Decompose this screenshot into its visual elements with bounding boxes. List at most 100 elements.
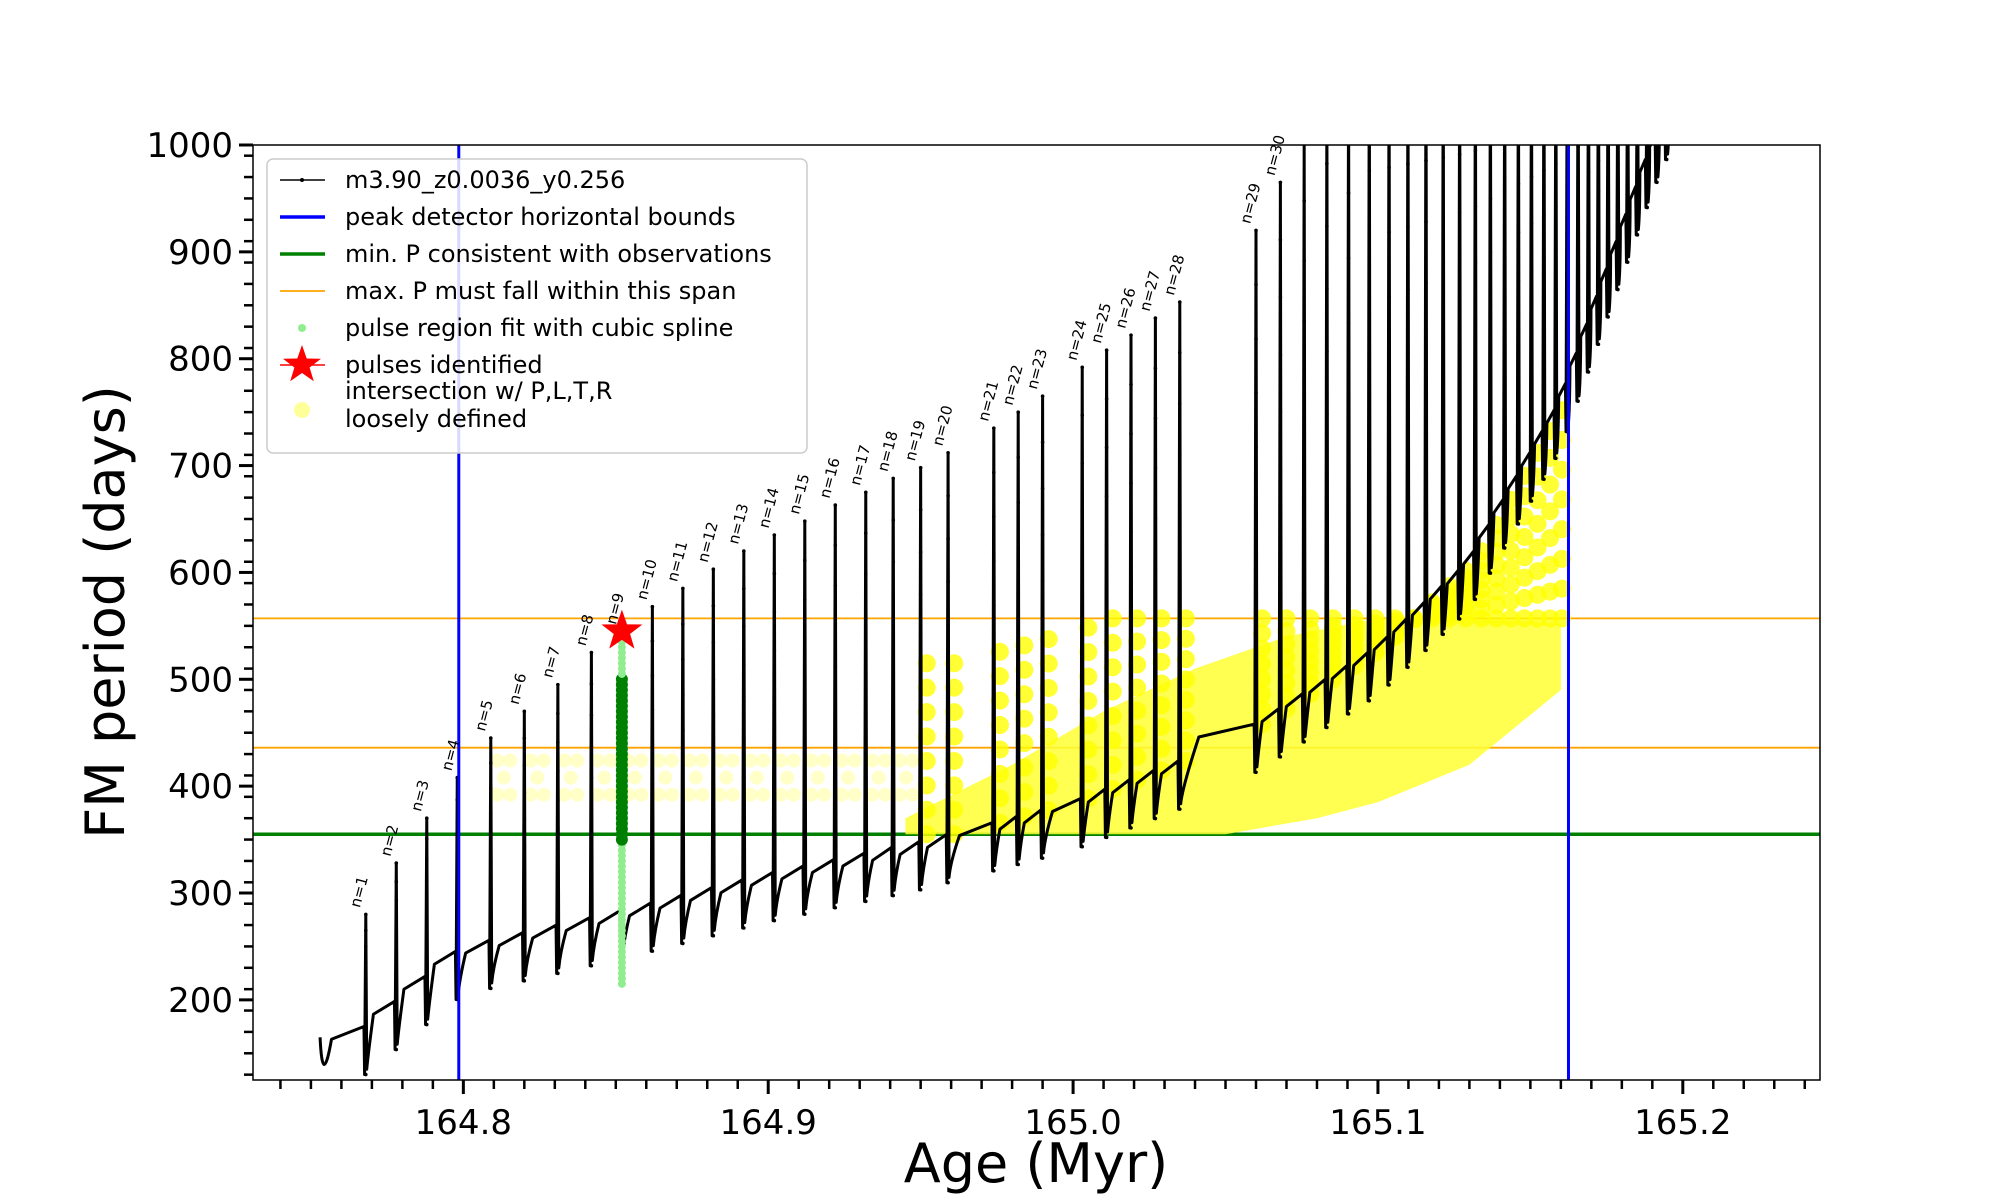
series-point bbox=[522, 925, 527, 929]
series-point bbox=[918, 887, 923, 892]
intersection-point bbox=[892, 787, 907, 802]
series-point bbox=[1664, 157, 1669, 162]
y-tick-label: 600 bbox=[168, 553, 233, 593]
series-point bbox=[1489, 36, 1493, 40]
series-point bbox=[1675, 36, 1679, 40]
series-point bbox=[1655, 123, 1659, 127]
series-point bbox=[1554, 288, 1558, 293]
series-point bbox=[1302, 559, 1306, 564]
series-point bbox=[1596, 189, 1601, 193]
series-point bbox=[488, 761, 493, 765]
series-point bbox=[1645, 138, 1649, 142]
series-point bbox=[1406, 287, 1410, 292]
y-tick-label: 1000 bbox=[146, 126, 233, 166]
intersection-point bbox=[1487, 609, 1506, 628]
series-point bbox=[522, 979, 527, 983]
intersection-point bbox=[590, 753, 605, 768]
series-point bbox=[681, 728, 685, 733]
intersection-point bbox=[536, 753, 551, 768]
series-point bbox=[1016, 862, 1021, 867]
series-point bbox=[1104, 543, 1109, 547]
series-point bbox=[891, 768, 896, 773]
intersection-point bbox=[1501, 609, 1520, 628]
series-point bbox=[1675, 95, 1679, 99]
intersection-point bbox=[503, 753, 518, 768]
series-point bbox=[992, 691, 996, 696]
pulse-label-n28: n=28 bbox=[1160, 253, 1188, 297]
series-point bbox=[1616, 287, 1620, 292]
pulse-label-n18: n=18 bbox=[874, 429, 902, 473]
series-point bbox=[1177, 604, 1182, 609]
intersection-point bbox=[1515, 527, 1534, 546]
y-tick-label: 400 bbox=[168, 767, 233, 807]
intersection-point bbox=[1472, 609, 1491, 628]
series-point bbox=[424, 940, 429, 944]
series-point bbox=[1040, 579, 1045, 583]
series-point bbox=[1565, 76, 1569, 80]
series-point bbox=[1655, 80, 1659, 84]
series-point bbox=[556, 682, 560, 687]
series-point bbox=[1542, 477, 1546, 481]
intersection-point bbox=[1552, 579, 1571, 598]
series-point bbox=[711, 933, 716, 938]
series-point bbox=[1104, 786, 1109, 791]
series-point bbox=[742, 700, 746, 704]
series-point bbox=[1529, 360, 1534, 364]
series-point bbox=[650, 811, 655, 816]
series-point bbox=[589, 650, 594, 655]
intersection-point bbox=[1515, 609, 1534, 628]
series-point bbox=[1635, 193, 1640, 198]
series-point bbox=[1441, 632, 1446, 637]
series-point bbox=[1635, 213, 1640, 217]
series-point bbox=[742, 624, 746, 629]
series-point bbox=[1597, 98, 1601, 102]
series-point bbox=[1565, 36, 1569, 40]
series-point bbox=[1406, 476, 1410, 481]
series-point bbox=[1606, 64, 1610, 68]
series-point bbox=[1684, 51, 1688, 55]
series-point bbox=[1684, 97, 1688, 101]
series-point bbox=[1596, 311, 1601, 316]
legend-handle-dot bbox=[300, 178, 304, 182]
series-point bbox=[1655, 166, 1659, 170]
series-point bbox=[1346, 386, 1351, 391]
series-point bbox=[772, 610, 777, 614]
legend-box bbox=[266, 158, 808, 454]
series-point bbox=[589, 870, 594, 874]
intersection-point bbox=[490, 753, 505, 768]
pulse-label-n17: n=17 bbox=[846, 443, 874, 487]
series-point bbox=[1554, 246, 1558, 251]
intersection-point bbox=[878, 787, 893, 802]
series-point bbox=[711, 567, 716, 572]
series-point bbox=[1636, 115, 1640, 119]
series-point bbox=[1457, 442, 1462, 447]
series-point bbox=[1129, 530, 1133, 535]
series-point bbox=[1153, 766, 1158, 771]
series-point bbox=[1694, 58, 1698, 62]
series-point bbox=[833, 905, 838, 910]
series-point bbox=[1080, 557, 1085, 561]
series-point bbox=[992, 824, 996, 829]
series-point bbox=[1254, 228, 1258, 233]
intersection-point bbox=[834, 787, 849, 802]
series-point bbox=[1542, 345, 1546, 349]
series-point bbox=[1457, 559, 1462, 563]
series-point bbox=[1129, 727, 1133, 732]
intersection-point bbox=[688, 770, 703, 785]
series-point bbox=[394, 1010, 399, 1015]
series-point bbox=[1473, 204, 1478, 209]
series-point bbox=[1684, 74, 1688, 78]
series-point bbox=[1473, 316, 1478, 321]
series-point bbox=[803, 873, 807, 877]
series-point bbox=[1367, 168, 1372, 173]
series-point bbox=[772, 880, 777, 884]
series-point bbox=[1367, 235, 1372, 239]
series-point bbox=[488, 836, 493, 840]
series-point bbox=[522, 817, 527, 821]
series-point bbox=[1302, 139, 1306, 143]
series-point bbox=[1367, 698, 1372, 703]
series-point bbox=[1625, 170, 1630, 175]
series-point bbox=[1626, 104, 1630, 108]
series-point bbox=[363, 1024, 368, 1029]
series-point bbox=[1080, 796, 1085, 801]
